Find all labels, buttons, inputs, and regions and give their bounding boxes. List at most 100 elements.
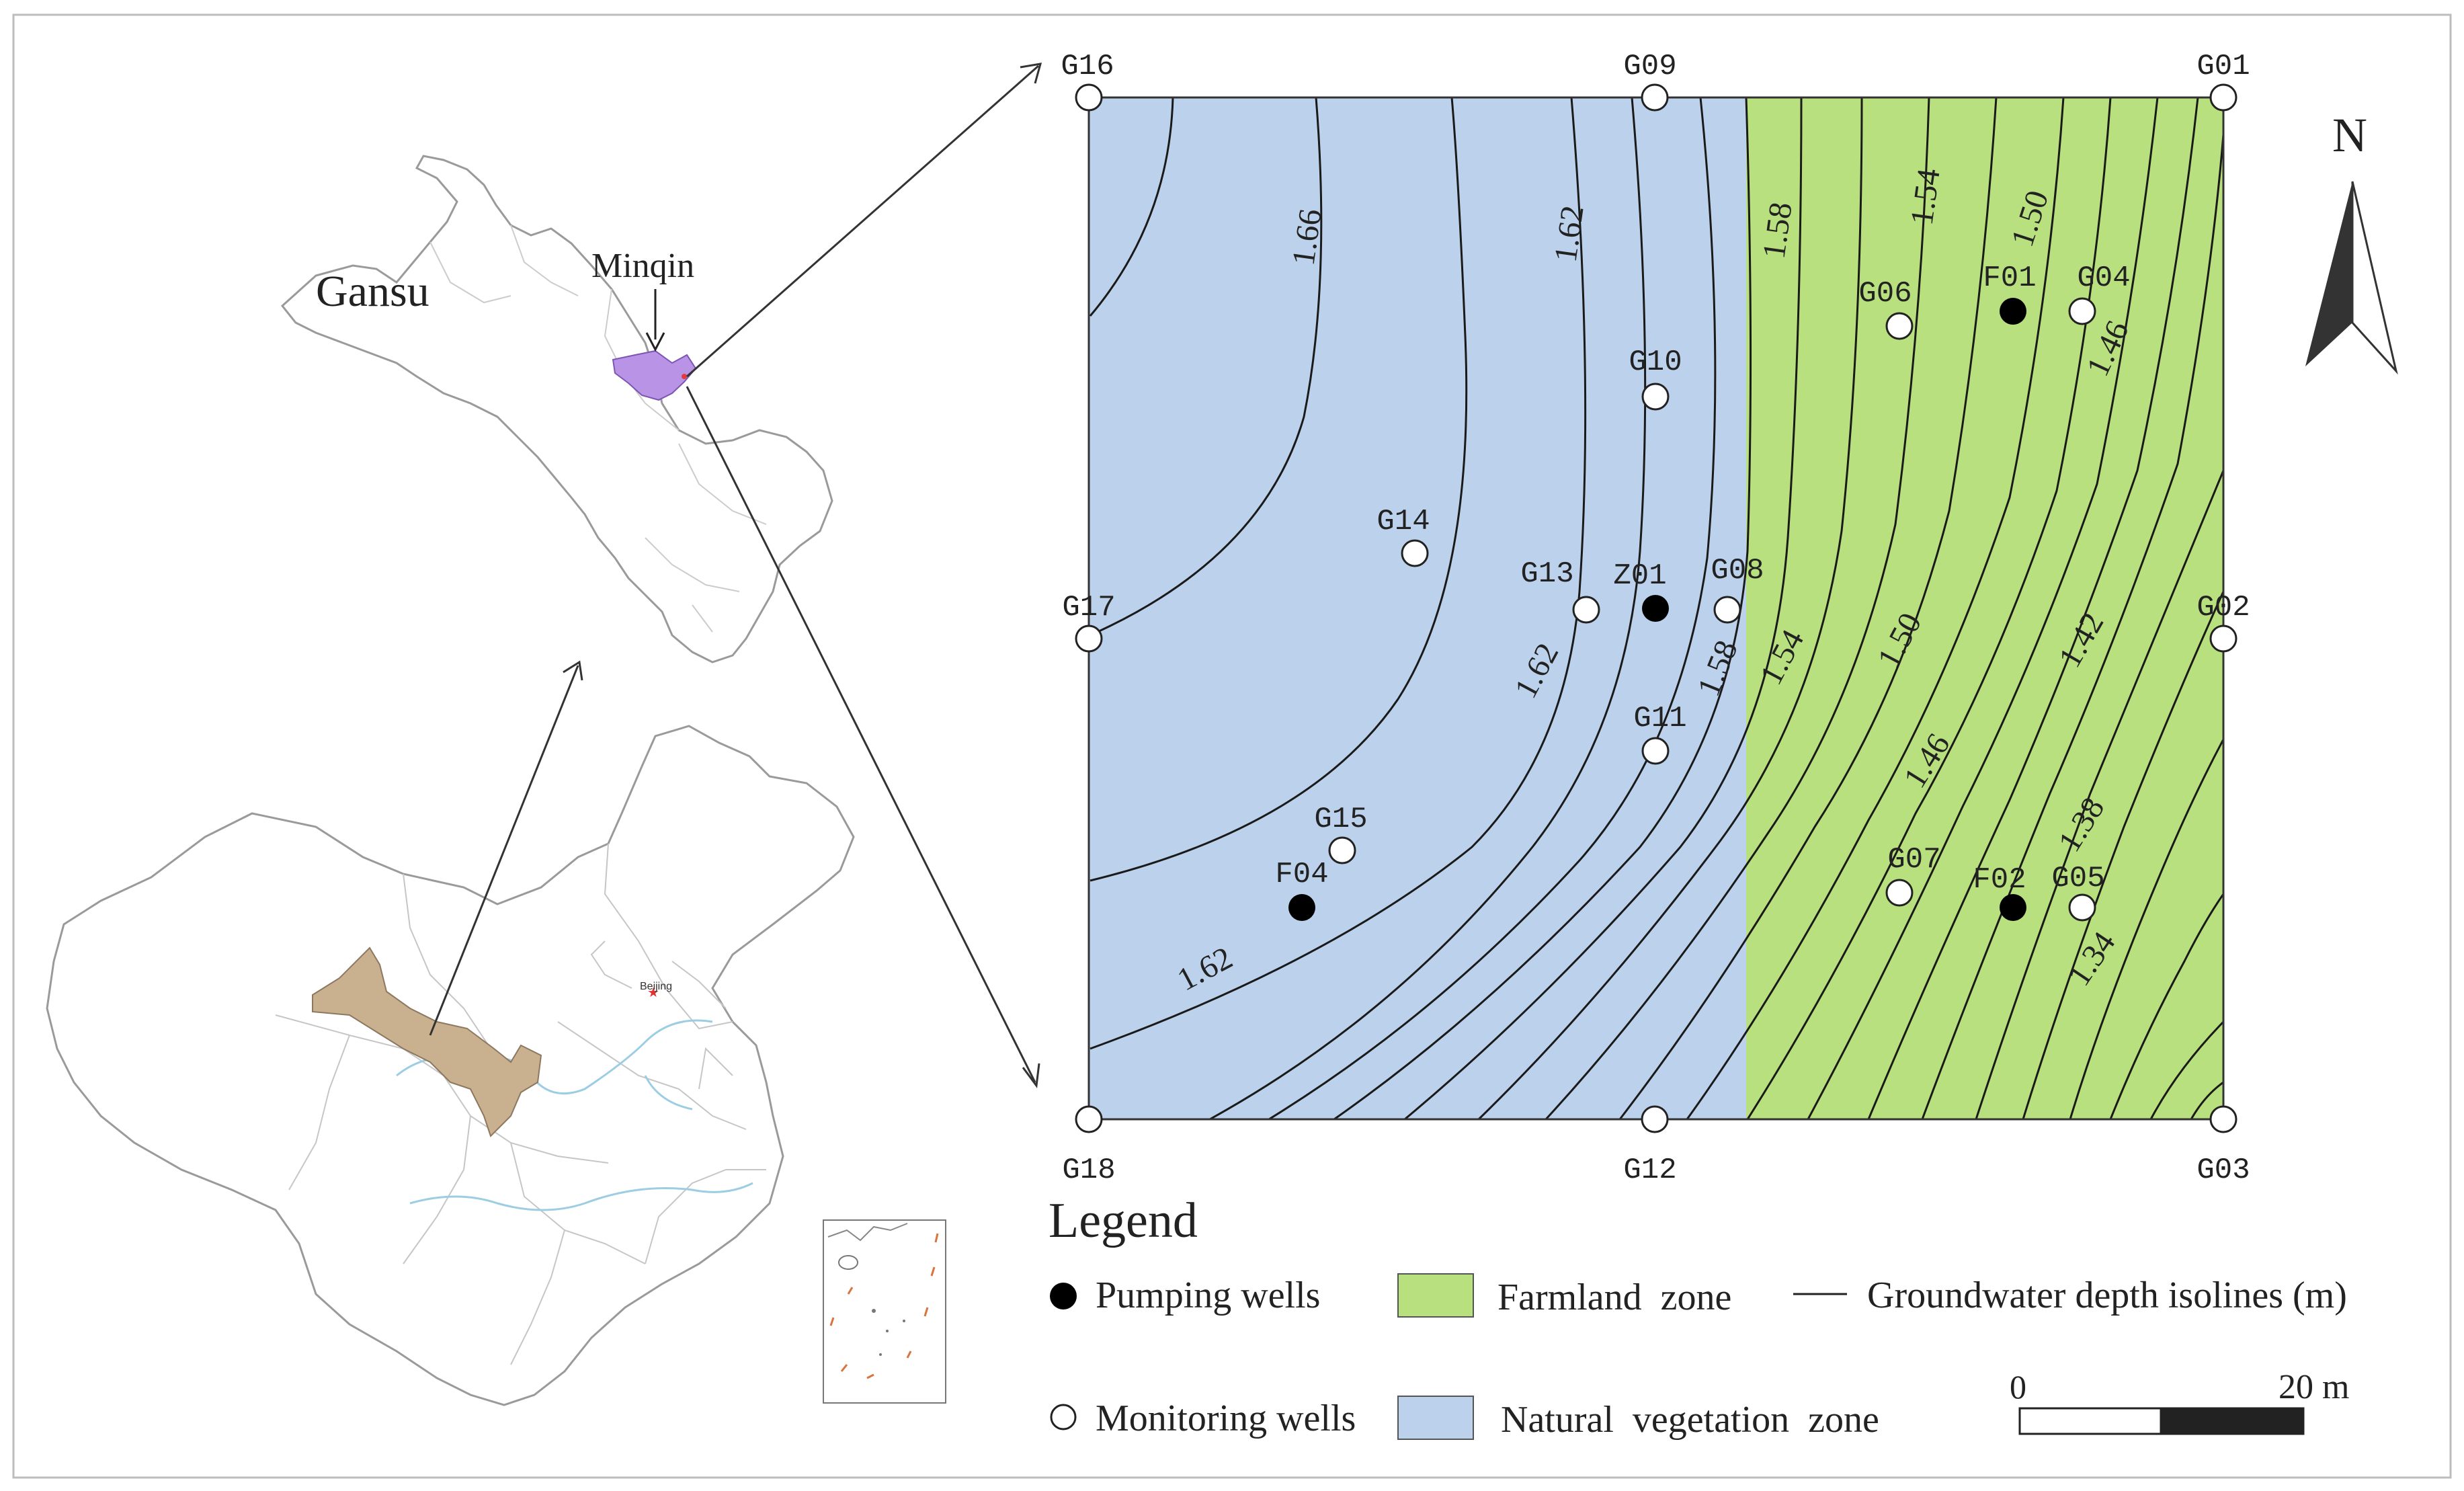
well-label-g15: G15 (1314, 803, 1367, 836)
zoom-arrow-top-head (1020, 63, 1042, 84)
beijing-label: Beijing (640, 981, 672, 992)
isoline-label: 1.58 (1756, 200, 1799, 261)
farmland-zone (1746, 97, 2223, 1119)
isoline (1268, 97, 1717, 1121)
pumping-well-f01 (2000, 298, 2026, 325)
isoline-label: 1.62 (1548, 204, 1591, 265)
gansu-internal-borders (429, 225, 767, 633)
isoline (1404, 97, 1803, 1121)
minqin-label: Minqin (591, 247, 694, 285)
monitoring-well-g06 (1885, 312, 1914, 340)
pumping-well-z01 (1642, 595, 1669, 622)
scale-bar-white (2018, 1407, 2162, 1435)
zoom-arrow-bottom-head (1022, 1063, 1040, 1088)
monitoring-well-g10 (1641, 382, 1670, 411)
isoline (1807, 97, 2159, 1120)
scale-bar-black (2160, 1407, 2305, 1435)
monitoring-well-g05 (2068, 893, 2096, 922)
well-label-g10: G10 (1629, 346, 1682, 379)
monitoring-well-g12 (1641, 1105, 1669, 1133)
isoline (1209, 97, 1647, 1121)
legend-natural-swatch (1397, 1396, 1474, 1440)
isoline (1921, 134, 2225, 1120)
minqin-pointer-head (645, 332, 665, 352)
wells-layer: G16 G09 G01 G17 G02 G18 G12 G03 G14 G13 G10 G08 G11 G… (1061, 50, 2250, 1187)
isoline (1477, 97, 1863, 1121)
isoline (1333, 97, 1752, 1121)
isoline (1867, 97, 2199, 1120)
north-arrow-light (2351, 181, 2398, 375)
isoline (2069, 739, 2225, 1120)
well-label-g12: G12 (1623, 1154, 1676, 1187)
scale-end-label: 20 m (2278, 1368, 2349, 1406)
well-label-f02: F02 (1973, 863, 2026, 897)
monitoring-well-g14 (1401, 539, 1429, 567)
well-label-g11: G11 (1633, 702, 1686, 735)
well-label-g03: G03 (2196, 1154, 2250, 1187)
monitoring-well-g13 (1572, 596, 1600, 624)
zoom-arrow-bottom (686, 386, 1036, 1083)
well-label-z01: Z01 (1613, 559, 1666, 593)
monitoring-well-g11 (1641, 737, 1670, 765)
zoom-arrow-up-head (563, 660, 583, 681)
well-label-g06: G06 (1858, 277, 1912, 311)
well-label-g04: G04 (2077, 261, 2130, 295)
monitoring-well-g04 (2068, 297, 2096, 325)
isoline (1090, 97, 1468, 882)
inset-coast (827, 1223, 908, 1242)
gansu-province (312, 946, 542, 1137)
pumping-well-f04 (1288, 894, 1315, 921)
north-arrow-dark (2305, 182, 2352, 366)
pumping-well-f02 (2000, 894, 2026, 921)
legend-farmland-label: Farmland zone (1497, 1277, 1731, 1318)
well-label-g14: G14 (1377, 505, 1430, 538)
monitoring-well-g15 (1328, 836, 1356, 864)
beijing-star: ★ (647, 984, 659, 1000)
study-area-map: 1.66 1.621.621.621.581.581.541.541.501.50… (1061, 50, 2250, 1187)
isoline (1089, 97, 1174, 317)
inset-islets (872, 1309, 905, 1356)
isoline (1746, 97, 2112, 1120)
isoline-label: 1.66 (1286, 207, 1329, 268)
legend-pumping-label: Pumping wells (1096, 1275, 1320, 1316)
well-label-f04: F04 (1275, 858, 1328, 891)
isoline (2190, 1081, 2224, 1120)
legend-isoline-label: Groundwater depth isolines (m) (1867, 1275, 2347, 1316)
monitoring-well-g07 (1885, 879, 1914, 907)
natural-vegetation-zone (1089, 97, 1746, 1119)
legend-monitoring-symbol (1050, 1404, 1077, 1430)
legend-farmland-swatch (1397, 1273, 1474, 1318)
site-marker (682, 374, 687, 379)
north-label: N (2332, 108, 2367, 162)
monitoring-well-g09 (1641, 83, 1669, 112)
gansu-detail-map: Gansu Minqin (280, 155, 833, 663)
monitoring-well-g17 (1075, 624, 1103, 653)
monitoring-well-g01 (2209, 83, 2237, 112)
gansu-label: Gansu (316, 267, 429, 316)
well-label-g07: G07 (1887, 843, 1940, 877)
isoline (1686, 97, 2065, 1120)
locator-map: ★ Beijing (46, 725, 946, 1406)
inset-island (838, 1255, 858, 1270)
isoline (2109, 893, 2225, 1120)
north-arrow: N (2305, 108, 2398, 375)
well-label-g13: G13 (1520, 557, 1573, 591)
isoline (1545, 97, 1930, 1121)
legend-title: Legend (1049, 1193, 1198, 1248)
legend: Legend Pumping wells Monitoring wells Fa… (1049, 1193, 2349, 1441)
zoom-arrow-top (686, 65, 1039, 378)
legend-pumping-symbol (1050, 1283, 1077, 1309)
scale-start-label: 0 (2010, 1368, 2026, 1406)
isoline (1090, 97, 1587, 1050)
zoom-arrow-up (429, 665, 579, 1036)
isoline (2149, 1020, 2225, 1120)
well-label-g05: G05 (2051, 862, 2104, 895)
well-label-g17: G17 (1062, 591, 1115, 624)
monitoring-well-g18 (1075, 1105, 1103, 1133)
monitoring-well-g02 (2209, 624, 2237, 653)
inset-dashes (829, 1233, 939, 1379)
isoline-label: 1.54 (1904, 167, 1947, 228)
well-label-f01: F01 (1983, 261, 2036, 295)
groundwater-isolines (1089, 97, 2225, 1121)
monitoring-well-g16 (1075, 83, 1103, 112)
